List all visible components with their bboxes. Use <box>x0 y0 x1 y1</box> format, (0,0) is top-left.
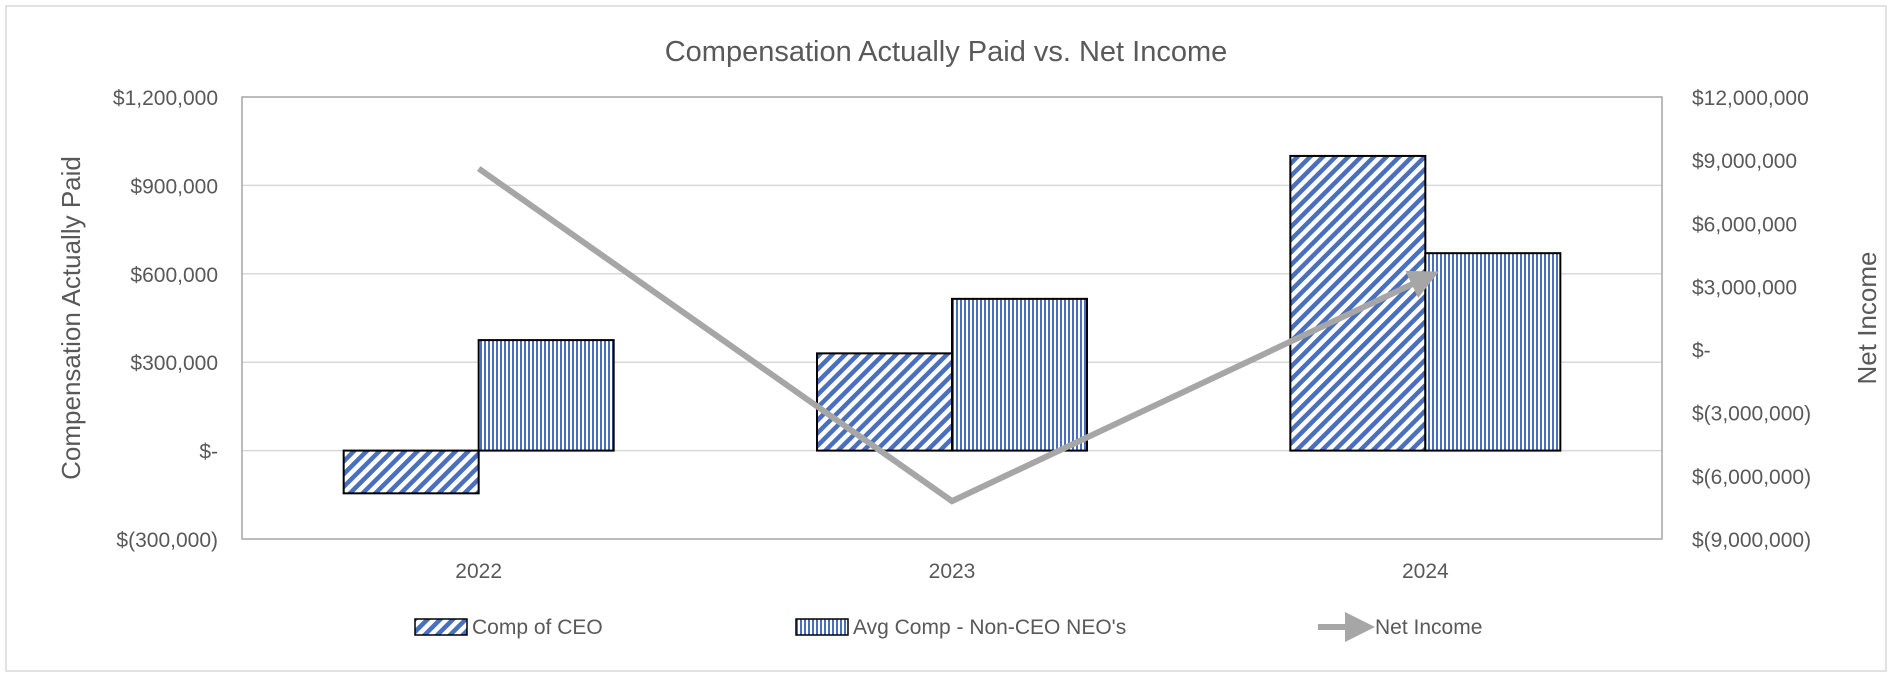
right-tick-label: $3,000,000 <box>1692 276 1797 299</box>
bar-ceo-2022 <box>344 451 479 494</box>
x-tick-label: 2024 <box>1402 560 1449 583</box>
right-tick-label: $12,000,000 <box>1692 87 1809 110</box>
y-axis-right-label: Net Income <box>1852 252 1882 385</box>
right-tick-label: $9,000,000 <box>1692 150 1797 173</box>
left-tick-label: $600,000 <box>130 264 218 287</box>
left-tick-label: $300,000 <box>130 352 218 375</box>
right-tick-label: $- <box>1692 340 1711 363</box>
legend-swatch-ceo <box>415 619 467 635</box>
right-tick-label: $(6,000,000) <box>1692 466 1811 489</box>
left-tick-label: $1,200,000 <box>113 87 218 110</box>
bar-non-ceo-2022 <box>479 340 614 451</box>
x-tick-label: 2022 <box>455 560 502 583</box>
legend-label-net-income: Net Income <box>1375 616 1482 639</box>
chart-title: Compensation Actually Paid vs. Net Incom… <box>665 36 1228 68</box>
right-tick-label: $(3,000,000) <box>1692 403 1811 426</box>
legend-item-ceo[interactable]: Comp of CEO <box>415 616 603 639</box>
legend-label-non-ceo: Avg Comp - Non-CEO NEO's <box>853 616 1126 639</box>
left-tick-label: $900,000 <box>130 175 218 198</box>
x-tick-label: 2023 <box>929 560 976 583</box>
bar-non-ceo-2023 <box>952 299 1087 451</box>
right-tick-label: $6,000,000 <box>1692 213 1797 236</box>
bar-ceo-2024 <box>1290 156 1425 451</box>
left-tick-label: $(300,000) <box>116 529 218 552</box>
legend-label-ceo: Comp of CEO <box>472 616 603 639</box>
left-tick-label: $- <box>199 441 218 464</box>
bar-ceo-2023 <box>817 353 952 450</box>
legend-swatch-non-ceo <box>796 619 848 635</box>
bar-non-ceo-2024 <box>1425 253 1560 450</box>
y-axis-left-label: Compensation Actually Paid <box>56 156 86 480</box>
legend-item-non-ceo[interactable]: Avg Comp - Non-CEO NEO's <box>796 616 1126 639</box>
right-tick-label: $(9,000,000) <box>1692 529 1811 552</box>
